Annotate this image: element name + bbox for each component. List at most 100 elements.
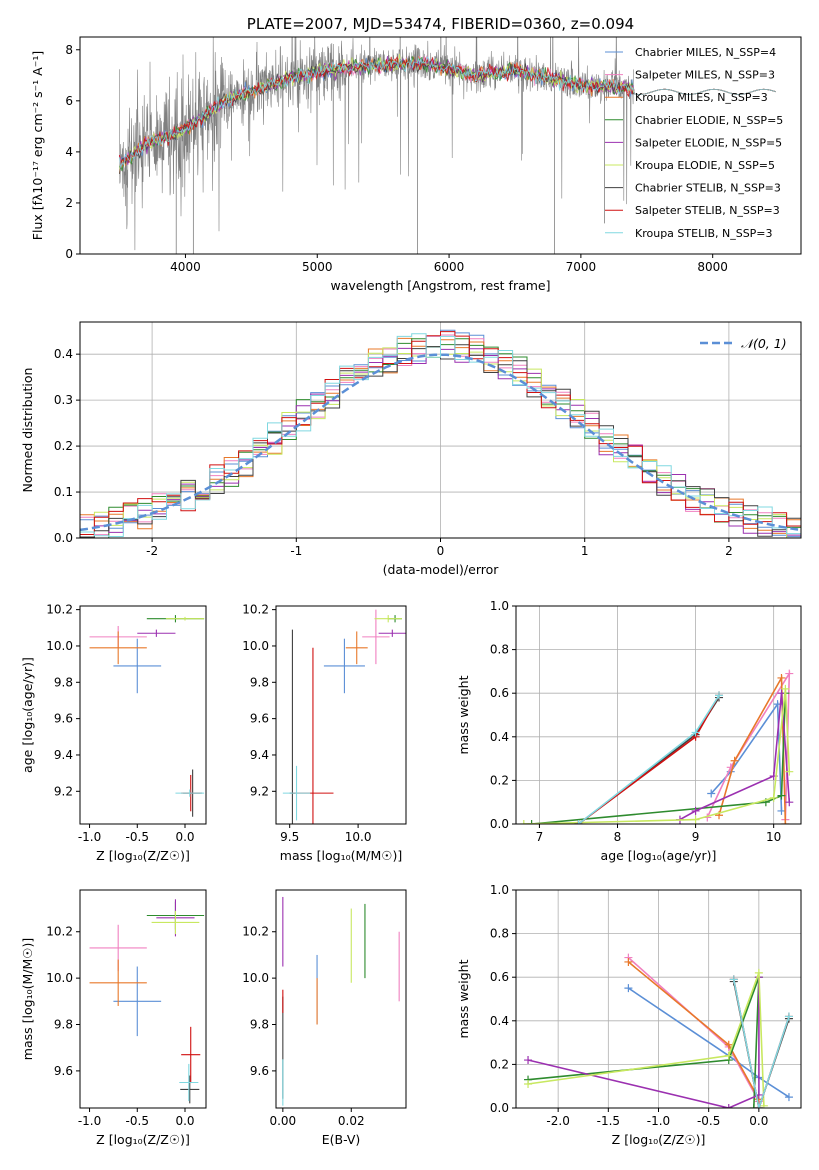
weight-marker xyxy=(524,1056,533,1065)
weight-marker xyxy=(759,1101,768,1108)
y-tick-label: 0.2 xyxy=(54,439,73,453)
legend-label: Chabrier STELIB, N_SSP=3 xyxy=(635,182,781,195)
y-tick-label: 0.1 xyxy=(54,485,73,499)
weight-marker xyxy=(691,806,700,815)
y-axis-label: mass [log₁₀(M/M☉)] xyxy=(20,938,35,1060)
x-tick-label: 10.0 xyxy=(345,830,372,844)
y-tick-label: 10.2 xyxy=(242,925,269,939)
weight-marker xyxy=(715,691,724,700)
x-tick-label: 4000 xyxy=(170,260,201,274)
error-point-5 xyxy=(151,910,200,935)
x-tick-label: -1.0 xyxy=(78,830,101,844)
y-axis-label: Normed distribution xyxy=(20,368,35,493)
legend-label: Kroupa ELODIE, N_SSP=5 xyxy=(635,159,775,172)
mass_vs_Z-frame xyxy=(79,889,207,1109)
y-tick-label: 10.0 xyxy=(46,639,73,653)
error-point-6 xyxy=(180,1075,200,1104)
x-axis-label: Z [log₁₀(Z/Z☉)] xyxy=(96,1132,190,1147)
x-tick-label: -0.5 xyxy=(126,1114,149,1128)
spectrum-plot xyxy=(119,37,776,254)
age_vs_mass-points xyxy=(282,609,406,824)
legend-label: Chabrier MILES, N_SSP=4 xyxy=(635,46,776,59)
error-point-2 xyxy=(89,631,147,665)
gaussian-curve xyxy=(80,353,799,532)
x-tick-label: -1.5 xyxy=(597,1114,620,1128)
legend-label: Kroupa STELIB, N_SSP=3 xyxy=(635,227,773,240)
y-tick-label: 4 xyxy=(65,145,73,159)
y-tick-label: 0.3 xyxy=(54,393,73,407)
weight-marker xyxy=(724,1040,733,1049)
y-tick-label: 0.4 xyxy=(490,1014,509,1028)
mass_weight_vs_age-axes: 7 8 9 10 0.0 0.2 0.4 0.6 0.8 1.0 age [log₁₀(age/yr… xyxy=(456,599,801,863)
x-axis-label: wavelength [Angstrom, rest frame] xyxy=(330,278,550,293)
mass_weight_vs_Z-lines xyxy=(524,953,793,1108)
x-tick-label: -0.5 xyxy=(697,1114,720,1128)
weight-line-0 xyxy=(627,987,790,1098)
model-line-8 xyxy=(119,56,776,168)
y-tick-label: 6 xyxy=(65,94,73,108)
weight-marker xyxy=(730,756,739,765)
x-tick-label: 6000 xyxy=(434,260,465,274)
y-tick-label: 9.8 xyxy=(250,1018,269,1032)
x-tick-label: 9.5 xyxy=(280,830,299,844)
error-point-5 xyxy=(374,615,402,623)
mass_vs_EBV-points xyxy=(282,896,400,1106)
x-tick-label: -2.0 xyxy=(546,1114,569,1128)
age_vs_mass-axes: 9.5 10.0 9.2 9.4 9.6 9.8 10.0 10.2 mass [log₁₀(M… xyxy=(242,603,402,863)
y-axis-label: mass weight xyxy=(456,675,471,754)
x-tick-label: 2 xyxy=(725,544,733,558)
weight-marker xyxy=(707,789,716,798)
legend-label: Kroupa MILES, N_SSP=3 xyxy=(635,91,768,104)
y-tick-label: 9.6 xyxy=(250,1064,269,1078)
age_vs_Z-frame xyxy=(79,605,207,825)
y-tick-label: 0.2 xyxy=(490,773,509,787)
weight-line-0 xyxy=(710,701,783,811)
weight-line-4 xyxy=(527,977,760,1108)
x-tick-label: -1.0 xyxy=(78,1114,101,1128)
weight-marker xyxy=(785,798,794,807)
residuals-frame xyxy=(79,321,802,539)
mass_vs_Z-axes: -1.0 -0.5 0.0 9.6 9.8 10.0 10.2 Z [log₁₀(Z/Z☉)]… xyxy=(20,925,195,1147)
weight-marker xyxy=(781,684,790,693)
x-tick-label: -2 xyxy=(146,544,158,558)
y-axis-label: age [log₁₀(age/yr)] xyxy=(20,657,35,773)
mass_weight_vs_age-lines xyxy=(519,669,794,824)
gaussian-legend-label: 𝒩(0, 1) xyxy=(741,336,787,351)
legend-label: Salpeter ELODIE, N_SSP=5 xyxy=(635,136,782,149)
weight-marker xyxy=(724,1051,733,1060)
y-tick-label: 0.4 xyxy=(54,347,73,361)
weight-line-8 xyxy=(733,979,790,1108)
x-tick-label: -1.0 xyxy=(647,1114,670,1128)
x-axis-label: mass [log₁₀(M/M☉)] xyxy=(280,848,402,863)
weight-line-5 xyxy=(527,972,765,1106)
y-tick-label: 9.2 xyxy=(250,784,269,798)
weight-line-6 xyxy=(578,697,720,824)
y-tick-label: 1.0 xyxy=(490,599,509,613)
error-point-0 xyxy=(323,638,365,694)
x-axis-label: age [log₁₀(age/yr)] xyxy=(601,848,717,863)
x-tick-label: 5000 xyxy=(302,260,333,274)
weight-marker xyxy=(691,728,700,737)
y-tick-label: 10.0 xyxy=(242,639,269,653)
weight-marker xyxy=(624,957,633,966)
weight-marker xyxy=(574,820,583,824)
mass_vs_EBV-axes: 0.00 0.02 9.6 9.8 10.0 10.2 E(B-V) xyxy=(242,925,364,1147)
mass_weight_vs_Z-frame xyxy=(515,889,802,1109)
x-tick-label: 0.0 xyxy=(175,830,194,844)
y-tick-label: 9.6 xyxy=(54,712,73,726)
y-tick-label: 0.0 xyxy=(490,1101,509,1115)
y-tick-label: 9.4 xyxy=(250,748,269,762)
y-tick-label: 10.2 xyxy=(46,925,73,939)
error-point-8 xyxy=(175,789,205,797)
y-tick-label: 9.6 xyxy=(250,712,269,726)
y-tick-label: 2 xyxy=(65,196,73,210)
y-tick-label: 0.2 xyxy=(490,1057,509,1071)
x-tick-label: 8000 xyxy=(697,260,728,274)
weight-marker xyxy=(749,1104,758,1108)
mass_vs_EBV-frame xyxy=(275,889,407,1109)
weight-marker xyxy=(754,1104,763,1108)
residuals-axes: -2 -1 0 1 2 0.0 0.1 0.2 0.3 0.4 (data-model)/error… xyxy=(20,322,801,577)
error-point-0 xyxy=(113,966,162,1037)
y-tick-label: 0.0 xyxy=(54,531,73,545)
x-tick-label: 10 xyxy=(766,830,781,844)
